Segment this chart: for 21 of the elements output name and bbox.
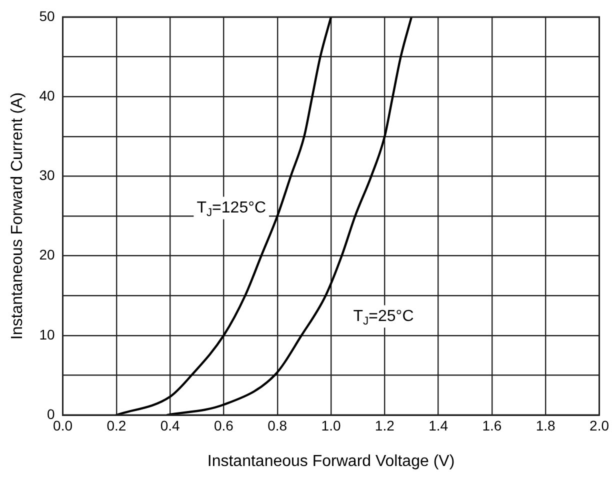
x-tick-label: 0.6 <box>214 417 234 434</box>
x-tick-label: 0.2 <box>106 417 126 434</box>
x-tick-label: 0.0 <box>53 417 73 434</box>
y-axis-title: Instantaneous Forward Current (A) <box>9 92 26 340</box>
x-tick-label: 1.8 <box>536 417 556 434</box>
y-tick-label: 20 <box>39 246 55 263</box>
y-tick-label: 40 <box>39 87 55 104</box>
x-axis-title: Instantaneous Forward Voltage (V) <box>207 452 455 470</box>
y-tick-label: 10 <box>39 326 55 342</box>
x-tick-label: 2.0 <box>590 417 610 434</box>
x-tick-label: 0.4 <box>160 417 180 434</box>
y-tick-label: 30 <box>39 167 55 184</box>
line-series <box>115 17 332 415</box>
x-tick-label: 0.8 <box>268 417 288 434</box>
y-tick-label: 50 <box>39 8 55 24</box>
line-series <box>166 17 413 415</box>
x-tick-label: 1.6 <box>482 417 502 434</box>
x-tick-label: 1.0 <box>321 417 341 434</box>
y-tick-label: 0 <box>46 406 55 422</box>
x-tick-label: 1.2 <box>374 417 395 434</box>
x-tick-label: 1.4 <box>428 417 448 434</box>
